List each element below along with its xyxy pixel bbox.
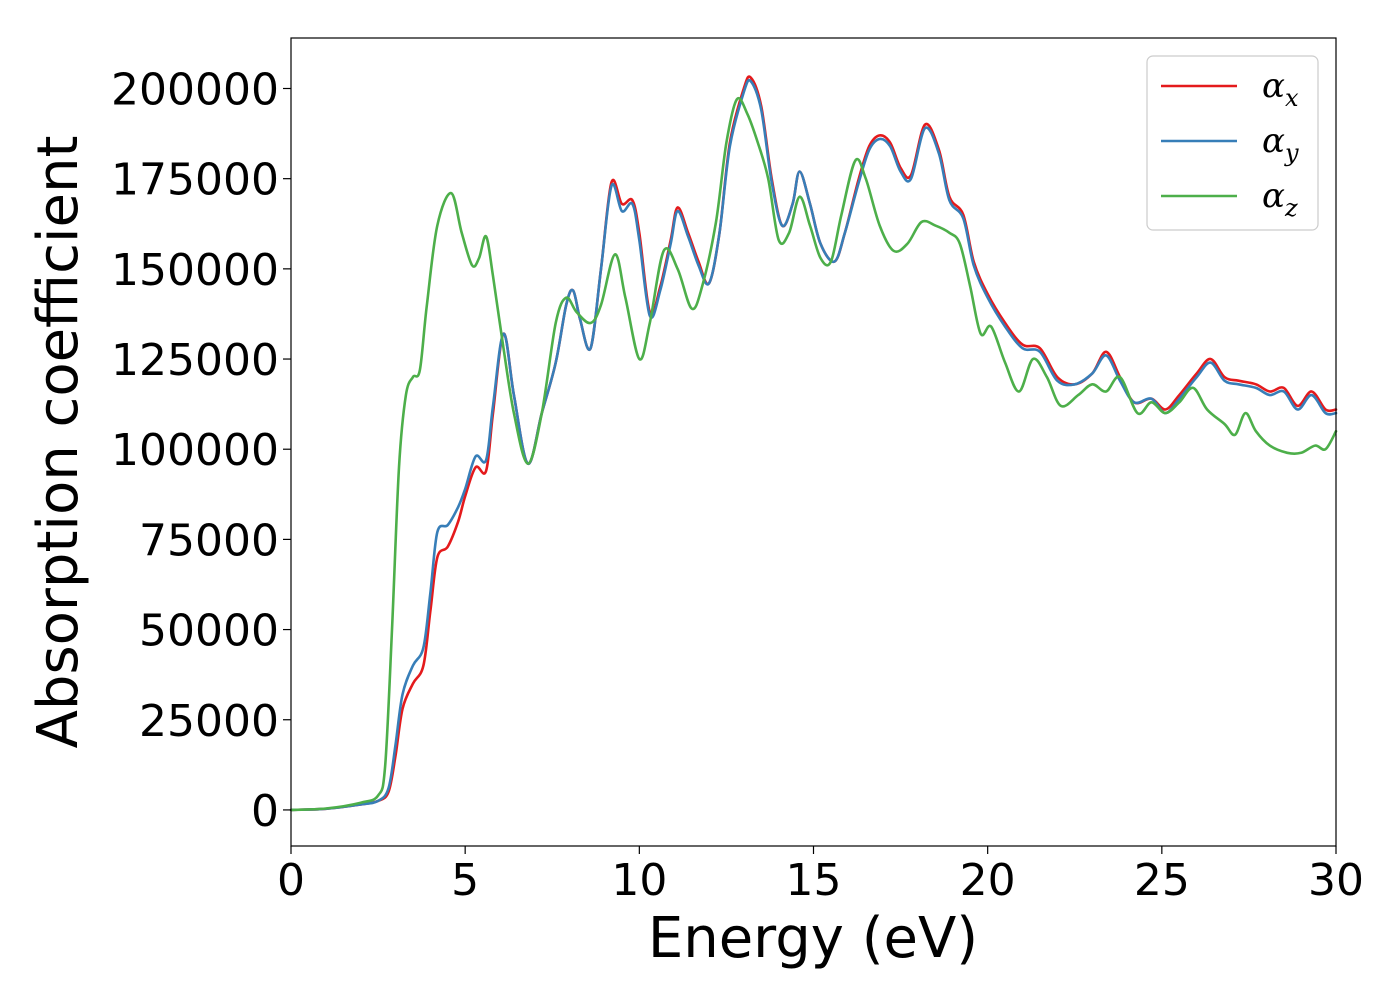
x-tick-label: 30: [1308, 855, 1364, 906]
y-tick-label: 125000: [111, 335, 279, 386]
x-tick-label: 10: [611, 855, 667, 906]
y-tick-label: 175000: [111, 155, 279, 206]
x-axis-label: Energy (eV): [648, 906, 978, 971]
y-tick-label: 25000: [139, 696, 279, 747]
x-tick-label: 20: [960, 855, 1016, 906]
y-tick-label: 75000: [139, 515, 279, 566]
y-tick-label: 200000: [111, 65, 279, 116]
series-layer: [289, 75, 1338, 812]
series-line-z: [289, 96, 1338, 812]
x-axis-ticks: 0 5 10 15 20 25 30: [277, 846, 1364, 906]
y-tick-label: 0: [251, 786, 279, 837]
y-axis-label: Absorption coefficient: [26, 136, 91, 749]
legend-box: [1146, 55, 1319, 231]
y-tick-label: 150000: [111, 245, 279, 296]
y-tick-label: 50000: [139, 606, 279, 657]
y-axis-ticks: 0 25000 50000 75000 100000 125000 150000 175000…: [111, 65, 291, 837]
x-tick-label: 15: [786, 855, 842, 906]
x-tick-label: 0: [277, 855, 305, 906]
y-tick-label: 100000: [111, 425, 279, 476]
x-tick-label: 25: [1134, 855, 1190, 906]
x-tick-label: 5: [451, 855, 479, 906]
